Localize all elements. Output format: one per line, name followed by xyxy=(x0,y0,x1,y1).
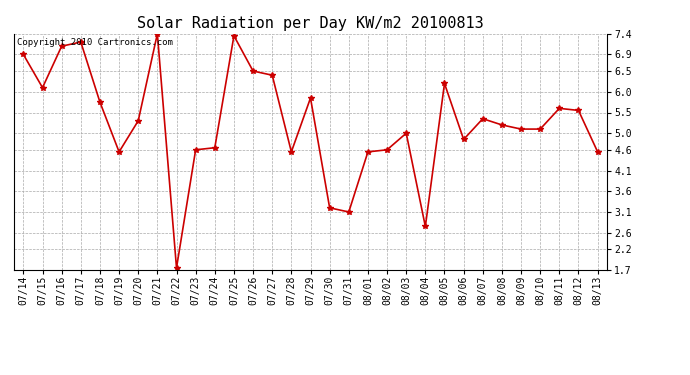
Text: Copyright 2010 Cartronics.com: Copyright 2010 Cartronics.com xyxy=(17,39,172,48)
Title: Solar Radiation per Day KW/m2 20100813: Solar Radiation per Day KW/m2 20100813 xyxy=(137,16,484,31)
